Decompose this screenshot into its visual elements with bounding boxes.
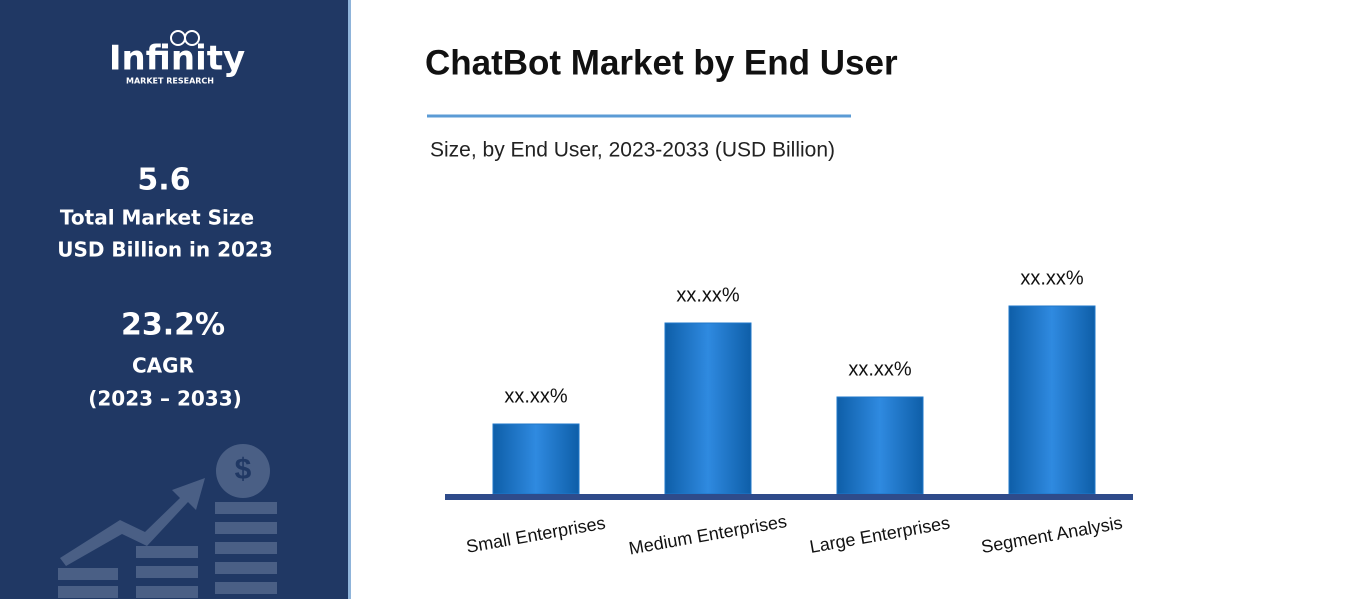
x-tick-label: Medium Enterprises bbox=[627, 511, 788, 558]
cagr: 23.2% bbox=[121, 308, 225, 343]
sidebar-border bbox=[348, 0, 351, 599]
market-size-label: USD Billion in 2023 bbox=[57, 238, 273, 262]
bar bbox=[492, 423, 580, 495]
decor bbox=[215, 562, 277, 574]
decor bbox=[58, 568, 118, 580]
decor bbox=[136, 586, 198, 598]
bar bbox=[664, 322, 752, 495]
chart-title: ChatBot Market by End User bbox=[425, 43, 898, 82]
value-label: xx.xx% bbox=[676, 284, 740, 306]
logo: Infinity MARKET RESEARCH bbox=[109, 30, 245, 86]
market-size-label: Total Market Size bbox=[60, 206, 254, 230]
decor bbox=[136, 566, 198, 578]
x-tick-label: Segment Analysis bbox=[980, 512, 1124, 557]
decor bbox=[136, 546, 198, 558]
sidebar bbox=[0, 0, 348, 599]
value-label: xx.xx% bbox=[1020, 267, 1084, 289]
market-size: 5.6 bbox=[137, 163, 190, 198]
cagr-period: (2023 – 2033) bbox=[88, 387, 242, 411]
bar bbox=[1008, 305, 1096, 495]
value-label: xx.xx% bbox=[504, 385, 568, 407]
x-tick-label: Large Enterprises bbox=[808, 513, 951, 557]
chart-subtitle: Size, by End User, 2023-2033 (USD Billio… bbox=[430, 139, 835, 162]
logo-icon bbox=[184, 30, 200, 46]
decor-dollar: $ bbox=[235, 453, 252, 486]
decor bbox=[215, 522, 277, 534]
value-label: xx.xx% bbox=[848, 358, 912, 380]
bar bbox=[836, 396, 924, 495]
x-tick-label: Small Enterprises bbox=[465, 513, 607, 557]
cagr-label: CAGR bbox=[132, 354, 194, 378]
decor bbox=[215, 502, 277, 514]
decor bbox=[216, 444, 270, 498]
decor bbox=[215, 582, 277, 594]
decor bbox=[58, 586, 118, 598]
logo-subtext: MARKET RESEARCH bbox=[126, 77, 214, 86]
decor bbox=[215, 542, 277, 554]
plot: xx.xx% Small Enterprises xx.xx% Medium Ente… bbox=[445, 267, 1133, 559]
decor-icon bbox=[58, 444, 277, 598]
logo-text: Infinity bbox=[109, 39, 245, 79]
decor bbox=[60, 478, 205, 566]
